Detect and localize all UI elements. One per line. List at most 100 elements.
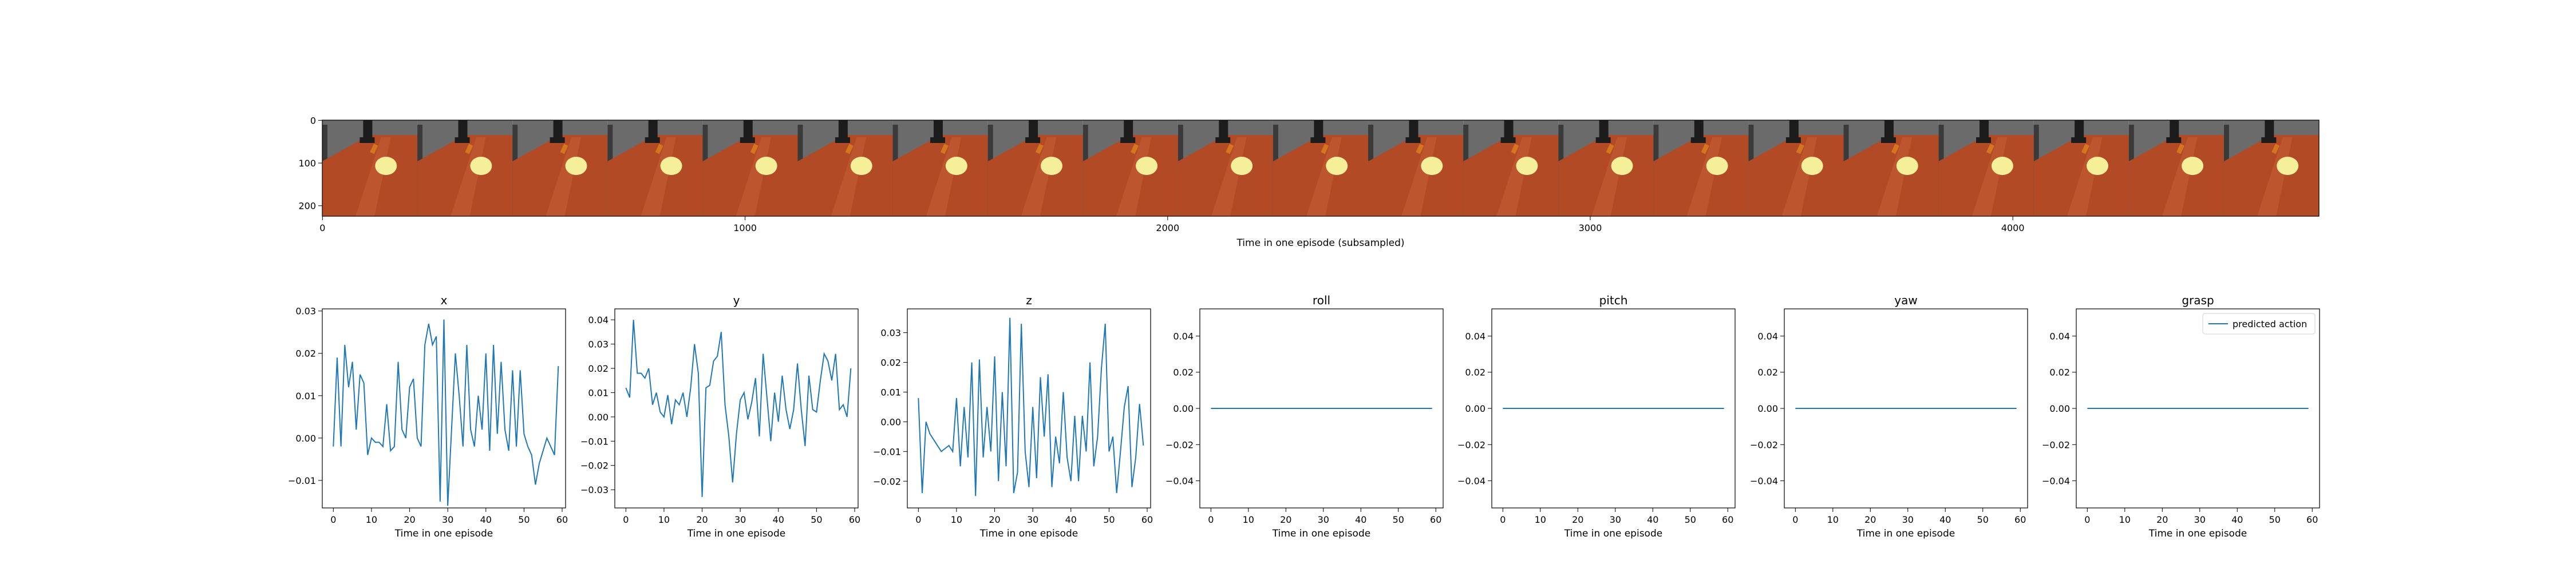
plot-title: yaw bbox=[1894, 293, 1917, 307]
x-tick-label: 10 bbox=[951, 514, 962, 525]
x-tick-label: 50 bbox=[518, 514, 530, 525]
frame-gripper-jaw bbox=[1120, 137, 1136, 143]
x-tick-label: 60 bbox=[2306, 514, 2318, 525]
y-tick-label: 0.04 bbox=[588, 315, 609, 325]
frame-table-highlight bbox=[831, 137, 867, 216]
frame-plate bbox=[1136, 157, 1158, 175]
filmstrip-frame bbox=[417, 120, 513, 216]
x-tick-label: 50 bbox=[1977, 514, 1989, 525]
frame-plate bbox=[1326, 157, 1348, 175]
frame-plate bbox=[1516, 157, 1538, 175]
y-tick-label: 0.00 bbox=[2049, 403, 2070, 414]
y-tick-label: 0.02 bbox=[588, 363, 609, 374]
frame-table-highlight bbox=[1971, 137, 2008, 216]
plot-frame bbox=[907, 308, 1151, 509]
y-tick-label: −0.01 bbox=[873, 446, 901, 457]
frame-gripper-jaw bbox=[2261, 137, 2277, 143]
legend-entry: predicted action bbox=[2233, 319, 2307, 329]
filmstrip-frame bbox=[2128, 120, 2224, 216]
y-tick-label: 0.04 bbox=[1757, 331, 1778, 341]
x-axis-label: Time in one episode bbox=[1564, 528, 1662, 539]
frame-table-highlight bbox=[355, 137, 391, 216]
frame-gripper-jaw bbox=[1025, 137, 1041, 143]
y-tick-label: −0.04 bbox=[1457, 476, 1485, 487]
frame-object bbox=[1131, 144, 1139, 154]
legend: predicted action bbox=[2202, 313, 2316, 335]
frame-table-highlight bbox=[1496, 137, 1532, 216]
x-tick-label: 50 bbox=[2269, 514, 2281, 525]
frame-gripper-jaw bbox=[1405, 137, 1421, 143]
action-charts: 0 10 20 30 40 50 60 0.03 0.02 0.01 0.00 −0.01 x Time … bbox=[288, 293, 2320, 539]
filmstrip-frame bbox=[1558, 120, 1654, 216]
frame-table-highlight bbox=[1781, 137, 1818, 216]
frame-gripper-jaw bbox=[1880, 137, 1896, 143]
y-tick-label: 0.04 bbox=[1173, 331, 1194, 341]
y-tick-label: −0.02 bbox=[873, 476, 901, 487]
x-tick-label: 20 bbox=[696, 514, 708, 525]
plot-frame bbox=[614, 308, 859, 509]
y-tick-label: 0.02 bbox=[295, 348, 316, 359]
frame-object bbox=[1226, 144, 1234, 154]
chart-roll: 0 10 20 30 40 50 60 0.04 0.02 0.00 −0.02 −0.04 roll T… bbox=[1165, 293, 1444, 539]
frame-plate bbox=[850, 157, 872, 175]
y-tick-label: −0.01 bbox=[288, 475, 316, 486]
frame-object bbox=[1891, 144, 1899, 154]
frame-object bbox=[1606, 144, 1614, 154]
chart-yaw: 0 10 20 30 40 50 60 0.04 0.02 0.00 −0.02 −0.04 yaw Ti… bbox=[1750, 293, 2028, 539]
frame-plate bbox=[470, 157, 492, 175]
x-tick-label: 50 bbox=[1393, 514, 1404, 525]
legend-box bbox=[2202, 313, 2316, 335]
frame-object bbox=[940, 144, 949, 154]
x-tick-label: 40 bbox=[1647, 514, 1658, 525]
frame-object bbox=[1035, 144, 1044, 154]
y-tick-label: 0.02 bbox=[1173, 367, 1194, 378]
x-tick-label: 20 bbox=[2156, 514, 2168, 525]
frame-gripper-jaw bbox=[740, 137, 755, 143]
y-tick-label: −0.04 bbox=[1750, 476, 1778, 487]
series-line bbox=[625, 320, 852, 497]
x-tick-label: 40 bbox=[480, 514, 492, 525]
x-axis-label: Time in one episode bbox=[1856, 528, 1955, 539]
filmstrip-frame bbox=[1368, 120, 1464, 216]
frame-gripper-jaw bbox=[1690, 137, 1706, 143]
frame-table-highlight bbox=[1116, 137, 1152, 216]
filmstrip-x-tick-label: 3000 bbox=[1579, 223, 1602, 233]
x-tick-label: 40 bbox=[2231, 514, 2243, 525]
frame-object bbox=[1701, 144, 1709, 154]
frame-plate bbox=[375, 157, 397, 175]
frame-table-highlight bbox=[1591, 137, 1627, 216]
filmstrip-frame bbox=[1843, 120, 1939, 216]
frame-gripper-jaw bbox=[2071, 137, 2087, 143]
y-tick-label: 0.04 bbox=[1465, 331, 1485, 341]
x-tick-label: 0 bbox=[915, 514, 921, 525]
x-tick-label: 30 bbox=[1027, 514, 1038, 525]
y-tick-label: −0.02 bbox=[1750, 439, 1778, 450]
frame-plate bbox=[1801, 157, 1823, 175]
x-tick-label: 50 bbox=[1685, 514, 1696, 525]
frame-gripper bbox=[838, 120, 848, 140]
y-tick-label: 0.02 bbox=[2049, 367, 2070, 378]
frame-plate bbox=[1896, 157, 1918, 175]
x-tick-label: 10 bbox=[1827, 514, 1839, 525]
x-tick-label: 50 bbox=[811, 514, 822, 525]
y-tick-label: 0.04 bbox=[2049, 331, 2070, 341]
frame-table-highlight bbox=[1211, 137, 1247, 216]
filmstrip-frame bbox=[1082, 120, 1178, 216]
y-tick-label: 0.03 bbox=[295, 306, 316, 317]
x-axis-label: Time in one episode bbox=[394, 528, 493, 539]
x-tick-label: 40 bbox=[1355, 514, 1366, 525]
frame-gripper bbox=[2265, 120, 2274, 140]
frame-table-highlight bbox=[926, 137, 962, 216]
frame-table-highlight bbox=[451, 137, 486, 216]
x-tick-label: 60 bbox=[2014, 514, 2026, 525]
filmstrip-frame bbox=[987, 120, 1083, 216]
plot-title: pitch bbox=[1599, 293, 1628, 307]
filmstrip-frame-border bbox=[322, 120, 2320, 217]
x-tick-label: 60 bbox=[1430, 514, 1441, 525]
filmstrip-frame bbox=[702, 120, 798, 216]
frame-table-highlight bbox=[1876, 137, 1913, 216]
frame-gripper-jaw bbox=[1595, 137, 1611, 143]
y-tick-label: 0.01 bbox=[295, 391, 316, 402]
